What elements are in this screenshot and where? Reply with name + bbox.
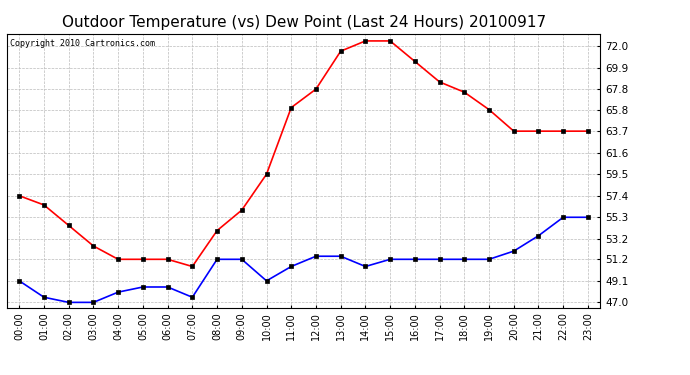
Text: Copyright 2010 Cartronics.com: Copyright 2010 Cartronics.com: [10, 39, 155, 48]
Text: Outdoor Temperature (vs) Dew Point (Last 24 Hours) 20100917: Outdoor Temperature (vs) Dew Point (Last…: [61, 15, 546, 30]
